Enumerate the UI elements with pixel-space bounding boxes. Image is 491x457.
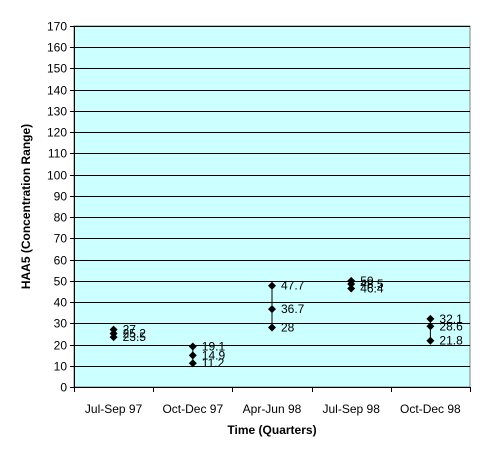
data-label: 25.2 [123, 326, 147, 340]
data-label: 28 [281, 321, 295, 335]
x-tick-label: Jul-Sep 98 [323, 402, 381, 416]
data-point [188, 351, 197, 360]
data-point [426, 336, 435, 345]
y-tick-label: 100 [47, 169, 67, 183]
data-point [268, 305, 276, 314]
data-point [426, 314, 435, 323]
x-axis-title: Time (Quarters) [227, 423, 316, 437]
data-label: 36.7 [281, 302, 305, 316]
data-label: 48.5 [360, 277, 384, 291]
data-label: 11.2 [202, 356, 225, 370]
data-label: 23.5 [123, 330, 147, 344]
x-tick-label: Oct-Dec 97 [162, 402, 223, 416]
data-label: 46.4 [360, 281, 384, 295]
data-point [426, 322, 435, 331]
y-tick-label: 80 [54, 211, 68, 225]
data-label: 47.7 [281, 279, 305, 293]
y-tick-label: 30 [54, 317, 68, 331]
data-point [109, 333, 118, 342]
data-label: 21.8 [439, 334, 463, 348]
y-axis-title: HAA5 (Concentration Range) [19, 124, 33, 289]
data-label: 27 [123, 323, 137, 337]
y-tick-label: 170 [47, 20, 67, 34]
y-tick-label: 130 [47, 105, 67, 119]
data-point [188, 359, 197, 368]
y-tick-label: 120 [47, 126, 67, 140]
data-label: 14.9 [202, 348, 226, 362]
y-tick-label: 110 [48, 147, 67, 161]
x-tick-label: Jul-Sep 97 [85, 402, 143, 416]
x-tick-label: Apr-Jun 98 [243, 402, 302, 416]
data-label: 19.1 [202, 339, 226, 353]
y-tick-label: 160 [47, 41, 67, 55]
data-point [268, 323, 276, 332]
data-label: 50 [360, 274, 374, 288]
y-tick-label: 70 [54, 232, 68, 246]
data-point [347, 284, 356, 293]
data-point [347, 280, 356, 289]
y-tick-label: 40 [54, 296, 68, 310]
x-tick-label: Oct-Dec 98 [400, 402, 461, 416]
data-label: 32.1 [439, 312, 463, 326]
y-tick-label: 140 [47, 84, 67, 98]
y-tick-label: 0 [60, 381, 67, 395]
data-point [188, 342, 197, 351]
grid-lines [74, 26, 470, 367]
data-point [268, 281, 276, 290]
y-tick-label: 60 [54, 254, 68, 268]
y-tick-label: 20 [54, 339, 68, 353]
y-tick-label: 50 [54, 275, 68, 289]
y-tick-label: 10 [54, 360, 68, 374]
y-tick-label: 90 [54, 190, 68, 204]
data-label: 28.6 [439, 319, 463, 333]
axes: 0 10 20 30 40 50 60 70 80 90 100 110 120 130 140 150 160… [47, 20, 471, 416]
y-tick-label: 150 [47, 62, 67, 76]
